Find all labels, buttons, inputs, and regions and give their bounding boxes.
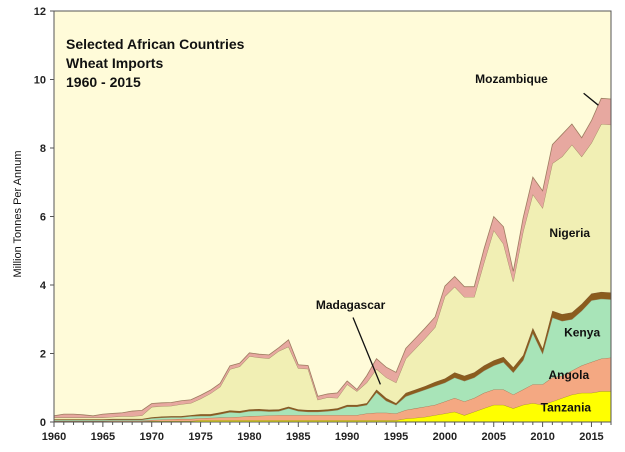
x-tick-label: 1965 [91, 431, 115, 443]
x-tick-label: 1970 [139, 431, 163, 443]
title-line-1: Selected African Countries [66, 36, 245, 52]
x-tick-label: 1975 [188, 431, 212, 443]
chart-title: Selected African Countries Wheat Imports… [66, 36, 245, 90]
series-areas [53, 97, 612, 422]
leader-line [583, 92, 599, 106]
y-tick-label: 0 [40, 417, 46, 429]
series-labels: Mozambique Nigeria Kenya Angola Tanzania Mada… [316, 72, 601, 415]
area-boundary-mozambique [53, 97, 612, 417]
title-line-3: 1960 - 2015 [66, 74, 141, 90]
y-tick-label: 6 [40, 212, 46, 224]
series-label-mozambique: Mozambique [475, 72, 548, 86]
y-tick-label: 12 [34, 6, 46, 18]
series-label-madagascar: Madagascar [316, 298, 386, 312]
series-label-nigeria: Nigeria [549, 226, 590, 240]
x-tick-label: 1960 [42, 431, 66, 443]
series-label-tanzania: Tanzania [541, 401, 592, 415]
y-tick-label: 8 [40, 143, 46, 155]
area-angola [54, 357, 611, 422]
axes: 0 2 4 6 8 10 12 1960 1965 1970 1975 1980 1985 1990 199… [34, 6, 612, 443]
series-label-kenya: Kenya [564, 325, 600, 339]
y-tick-label: 2 [40, 349, 46, 361]
x-tick-label: 1990 [335, 431, 359, 443]
title-line-2: Wheat Imports [66, 55, 163, 71]
x-tick-label: 1980 [237, 431, 261, 443]
x-tick-label: 2000 [433, 431, 457, 443]
y-axis-label: Million Tonnes Per Annum [12, 151, 24, 278]
series-label-angola: Angola [548, 368, 589, 382]
x-tick-label: 1985 [286, 431, 310, 443]
x-tick-label: 2015 [579, 431, 603, 443]
x-tick-label: 2005 [481, 431, 505, 443]
area-tanzania [54, 391, 611, 422]
y-tick-label: 10 [34, 75, 46, 87]
area-nigeria [54, 124, 611, 420]
area-kenya [54, 298, 611, 421]
leader-line [352, 317, 381, 385]
x-tick-label: 2010 [530, 431, 554, 443]
y-tick-label: 4 [40, 280, 47, 292]
x-tick-label: 1995 [384, 431, 408, 443]
